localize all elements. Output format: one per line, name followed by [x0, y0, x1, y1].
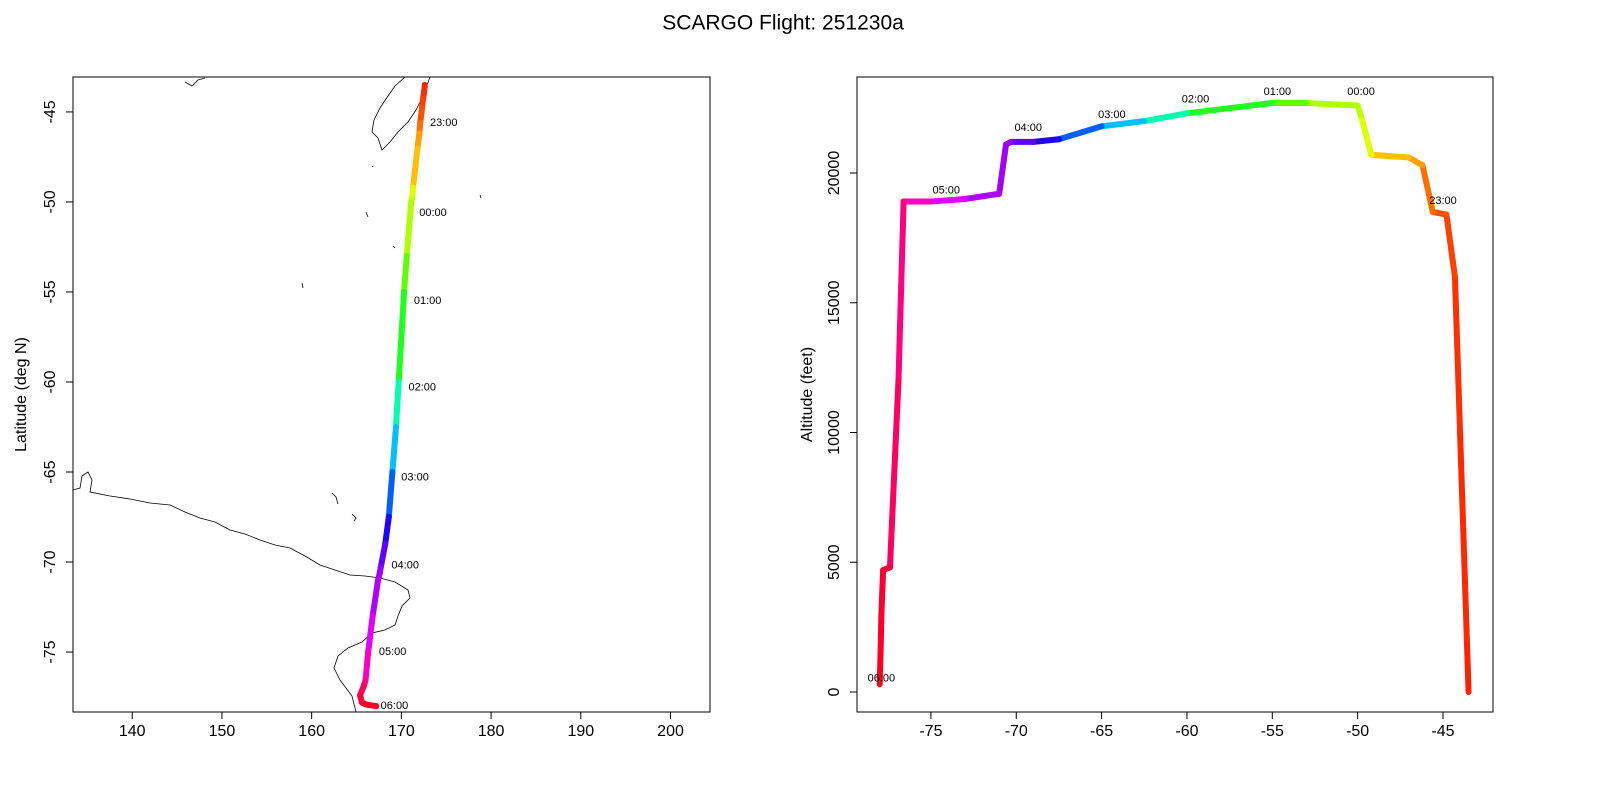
flight-track — [357, 81, 428, 710]
y-tick-label: -75 — [42, 640, 59, 663]
track-segment — [392, 378, 402, 430]
coastline — [365, 211, 369, 218]
time-label: 06:00 — [868, 672, 896, 684]
time-label: 06:00 — [381, 700, 409, 712]
x-tick-label: 180 — [478, 723, 505, 740]
y-tick-label: 0 — [826, 687, 843, 696]
y-tick-label: -70 — [42, 550, 59, 573]
y-tick-label: 20000 — [826, 151, 843, 196]
time-label: 03:00 — [1098, 109, 1126, 121]
time-label: 23:00 — [430, 117, 458, 129]
track-segment — [410, 144, 421, 191]
x-tick-label: -65 — [1090, 723, 1113, 740]
y-tick-label: 10000 — [826, 410, 843, 455]
time-label: 05:00 — [933, 184, 961, 196]
coastline — [73, 471, 411, 712]
x-tick-label: -60 — [1175, 723, 1198, 740]
track-segment — [389, 423, 399, 476]
time-label: 23:00 — [1429, 195, 1457, 207]
coastline — [331, 492, 339, 505]
track-segment — [385, 469, 396, 521]
y-axis-label: Latitude (deg N) — [13, 337, 30, 452]
coastlines — [73, 77, 482, 712]
track-segment — [1419, 162, 1436, 215]
track-segment — [1183, 99, 1276, 117]
track-segment — [1358, 112, 1375, 158]
track-segment — [1055, 123, 1105, 143]
x-tick-label: -75 — [919, 723, 942, 740]
track-segment — [377, 541, 389, 571]
track-segment — [876, 650, 884, 688]
x-tick-label: 140 — [119, 723, 146, 740]
track-segment — [877, 611, 885, 657]
plot-frame — [856, 76, 1494, 713]
track-segment — [395, 288, 408, 385]
time-label: 02:00 — [1182, 94, 1210, 106]
track-segment — [1463, 637, 1472, 695]
y-tick-label: -65 — [42, 460, 59, 483]
track-segment — [1141, 110, 1190, 125]
y-tick-label: 5000 — [826, 544, 843, 580]
track-segment — [1451, 273, 1464, 436]
flight-track — [876, 99, 1472, 695]
time-label: 00:00 — [419, 207, 447, 219]
y-tick-label: -55 — [42, 280, 59, 303]
coastline — [184, 77, 206, 87]
coastline — [392, 245, 396, 249]
plot-frame — [72, 76, 711, 713]
coastline — [301, 282, 304, 289]
time-label: 04:00 — [1014, 122, 1042, 134]
x-tick-label: 150 — [209, 723, 236, 740]
time-label: 04:00 — [391, 560, 419, 572]
time-label: 01:00 — [414, 295, 442, 307]
x-tick-label: -45 — [1431, 723, 1454, 740]
x-tick-label: 160 — [298, 723, 325, 740]
x-tick-label: 190 — [567, 723, 594, 740]
track-segment — [362, 649, 372, 684]
track-segment — [366, 702, 380, 710]
time-label: 02:00 — [408, 381, 436, 393]
track-segment — [1030, 136, 1062, 145]
track-segment — [895, 198, 907, 384]
y-axis-label: Altitude (feet) — [799, 347, 816, 442]
coastline — [479, 194, 482, 199]
y-tick-label: -60 — [42, 370, 59, 393]
x-tick-label: -50 — [1346, 723, 1369, 740]
track-segment — [1368, 151, 1412, 161]
track-segment — [962, 190, 1003, 202]
track-segment — [927, 195, 969, 205]
track-segment — [886, 377, 902, 571]
x-tick-label: -55 — [1261, 723, 1284, 740]
track-segment — [1303, 99, 1361, 109]
chart-title: SCARGO Flight: 251230a — [662, 12, 904, 35]
track-segment — [1443, 211, 1458, 280]
x-tick-label: -70 — [1005, 723, 1028, 740]
time-label: 05:00 — [379, 646, 407, 658]
track-segment — [382, 514, 392, 548]
coastline — [351, 513, 357, 522]
time-label: 00:00 — [1347, 86, 1375, 98]
track-segment — [403, 198, 415, 259]
x-tick-label: 200 — [657, 723, 684, 740]
time-label: 03:00 — [401, 472, 429, 484]
track-segment — [1098, 118, 1148, 130]
track-segment — [996, 141, 1010, 197]
x-tick-label: 170 — [388, 723, 415, 740]
track-segment — [401, 252, 410, 295]
time-label: 01:00 — [1264, 86, 1292, 98]
y-tick-label: -50 — [42, 190, 59, 213]
y-tick-label: -45 — [42, 100, 59, 123]
y-tick-label: 15000 — [826, 280, 843, 325]
track-segment — [369, 577, 382, 620]
track-segment — [1457, 429, 1470, 644]
coastline — [371, 165, 374, 168]
track-segment — [365, 613, 376, 656]
track-segment — [878, 567, 887, 618]
